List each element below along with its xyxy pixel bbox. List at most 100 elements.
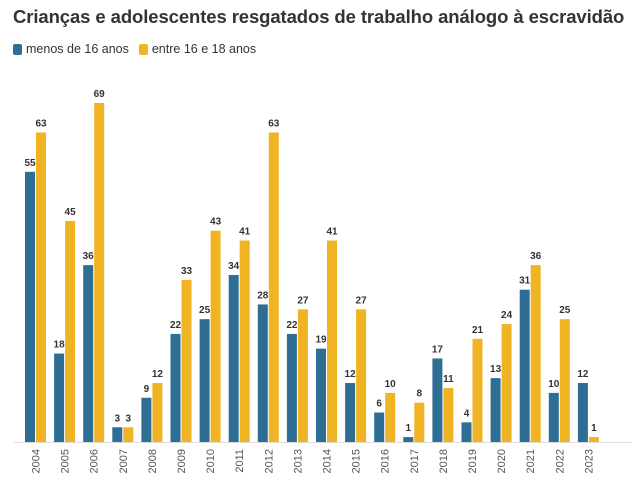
value-label-under-16-2015: 12 — [345, 369, 357, 380]
bar-16-18-2004 — [36, 132, 46, 442]
bar-16-18-2008 — [152, 383, 163, 442]
legend-label-16-18: entre 16 e 18 anos — [151, 42, 257, 56]
x-tick-label-2009: 2009 — [176, 449, 188, 473]
bar-16-18-2019 — [472, 338, 483, 442]
x-tick-label-2020: 2020 — [496, 449, 508, 473]
value-label-under-16-2023: 12 — [577, 369, 589, 380]
x-tick-label-2017: 2017 — [409, 449, 421, 473]
bar-16-18-2011 — [239, 240, 250, 442]
value-label-under-16-2004: 55 — [24, 158, 36, 169]
bar-under-16-2015 — [345, 383, 356, 442]
legend-item-under-16: menos de 16 anos — [13, 42, 129, 56]
x-tick-label-2010: 2010 — [205, 449, 217, 473]
value-label-under-16-2018: 17 — [432, 344, 444, 355]
x-tick-label-2007: 2007 — [118, 449, 130, 473]
x-tick-label-2015: 2015 — [351, 449, 363, 473]
value-label-16-18-2018: 11 — [443, 374, 454, 385]
value-label-16-18-2023: 1 — [591, 423, 597, 434]
bar-16-18-2018 — [443, 387, 454, 442]
value-label-16-18-2009: 33 — [181, 266, 193, 277]
bar-16-18-2021 — [530, 265, 541, 442]
bar-under-16-2014 — [316, 348, 326, 442]
x-tick-label-2018: 2018 — [438, 449, 450, 473]
bar-16-18-2007 — [123, 427, 134, 442]
value-label-under-16-2019: 4 — [464, 408, 470, 419]
bar-under-16-2019 — [461, 422, 472, 442]
bar-under-16-2004 — [25, 171, 35, 443]
bar-under-16-2018 — [432, 358, 443, 442]
bar-16-18-2014 — [327, 240, 337, 442]
value-label-under-16-2016: 6 — [376, 399, 382, 410]
bar-under-16-2005 — [54, 353, 65, 442]
x-tick-label-2006: 2006 — [89, 449, 101, 473]
value-label-16-18-2004: 63 — [35, 118, 47, 129]
chart-legend: menos de 16 anos entre 16 e 18 anos — [13, 42, 266, 56]
value-label-16-18-2008: 12 — [152, 369, 164, 380]
bar-16-18-2023 — [588, 437, 599, 442]
value-label-under-16-2007: 3 — [115, 413, 121, 424]
legend-swatch-under-16 — [13, 43, 22, 55]
value-label-16-18-2011: 41 — [239, 227, 251, 238]
legend-swatch-16-18 — [138, 43, 148, 55]
x-tick-label-2021: 2021 — [525, 449, 537, 473]
bar-16-18-2016 — [385, 392, 396, 442]
bar-under-16-2021 — [519, 289, 530, 442]
bar-16-18-2017 — [414, 402, 425, 442]
bar-16-18-2005 — [65, 220, 76, 442]
bar-under-16-2017 — [403, 437, 414, 442]
value-label-16-18-2006: 69 — [94, 89, 106, 100]
x-tick-label-2011: 2011 — [234, 449, 246, 473]
value-label-under-16-2021: 31 — [519, 276, 531, 287]
value-label-under-16-2020: 13 — [490, 364, 502, 375]
value-label-under-16-2008: 9 — [144, 384, 150, 395]
bar-16-18-2022 — [559, 319, 570, 442]
value-label-under-16-2022: 10 — [548, 379, 560, 390]
x-tick-label-2013: 2013 — [292, 449, 304, 473]
value-label-16-18-2007: 3 — [126, 413, 132, 424]
value-label-under-16-2006: 36 — [83, 251, 95, 262]
x-tick-label-2022: 2022 — [554, 449, 566, 473]
bar-under-16-2016 — [374, 412, 385, 442]
bar-under-16-2009 — [170, 333, 181, 442]
value-label-16-18-2017: 8 — [417, 389, 423, 400]
value-label-under-16-2014: 19 — [315, 335, 327, 346]
bar-under-16-2007 — [112, 427, 123, 442]
bar-under-16-2012 — [257, 304, 268, 442]
value-label-16-18-2020: 24 — [501, 310, 513, 321]
bar-16-18-2013 — [297, 309, 308, 442]
value-label-under-16-2011: 34 — [228, 261, 240, 272]
bar-under-16-2020 — [490, 378, 501, 442]
bar-under-16-2011 — [228, 274, 239, 442]
bar-under-16-2006 — [83, 265, 94, 442]
bar-under-16-2022 — [548, 392, 559, 442]
value-label-16-18-2010: 43 — [210, 217, 222, 228]
value-label-under-16-2010: 25 — [199, 305, 211, 316]
bar-16-18-2009 — [181, 279, 192, 442]
x-tick-label-2012: 2012 — [263, 449, 275, 473]
value-label-16-18-2019: 21 — [472, 325, 484, 336]
bar-under-16-2008 — [141, 397, 152, 442]
bar-16-18-2012 — [268, 132, 279, 442]
x-tick-label-2005: 2005 — [60, 449, 72, 473]
value-label-16-18-2021: 36 — [530, 251, 542, 262]
x-tick-label-2014: 2014 — [322, 449, 334, 473]
value-label-under-16-2005: 18 — [54, 340, 66, 351]
value-label-under-16-2013: 22 — [286, 320, 298, 331]
bar-16-18-2020 — [501, 324, 512, 442]
bar-16-18-2015 — [356, 309, 367, 442]
x-tick-label-2019: 2019 — [467, 449, 479, 473]
legend-item-16-18: entre 16 e 18 anos — [138, 42, 257, 56]
legend-label-under-16: menos de 16 anos — [26, 42, 129, 56]
bar-16-18-2010 — [210, 230, 221, 442]
x-tick-label-2004: 2004 — [31, 449, 43, 473]
chart-title: Crianças e adolescentes resgatados de tr… — [13, 6, 625, 27]
value-label-16-18-2012: 63 — [268, 118, 280, 129]
value-label-16-18-2016: 10 — [385, 379, 397, 390]
value-label-16-18-2015: 27 — [356, 295, 368, 306]
value-label-16-18-2022: 25 — [559, 305, 571, 316]
bar-under-16-2010 — [199, 319, 210, 442]
value-label-under-16-2009: 22 — [170, 320, 182, 331]
x-tick-label-2008: 2008 — [147, 449, 159, 473]
x-tick-label-2023: 2023 — [583, 449, 595, 473]
